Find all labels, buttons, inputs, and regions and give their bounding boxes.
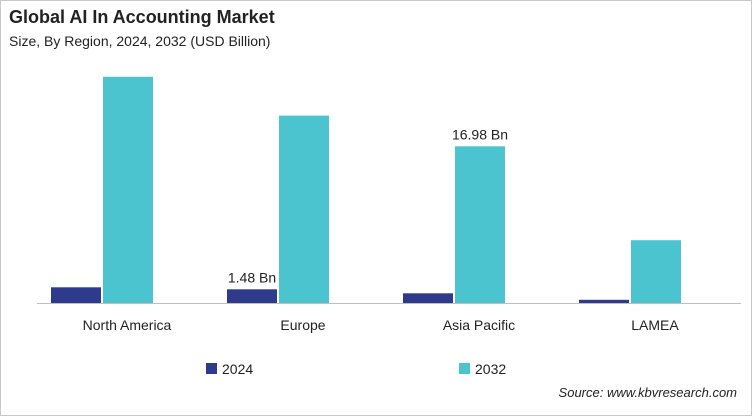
data-label-asia-pacific-2032: 16.98 Bn	[452, 126, 508, 142]
bar-asia-pacific-2024	[403, 293, 453, 303]
x-tick-label-europe: Europe	[280, 317, 325, 333]
data-label-europe-2024: 1.48 Bn	[228, 269, 276, 285]
bar-north-america-2032	[103, 76, 153, 303]
bars-layer	[51, 76, 681, 303]
x-tick-label-asia-pacific: Asia Pacific	[443, 317, 515, 333]
legend-swatch-2032	[459, 363, 470, 374]
source-note: Source: www.kbvresearch.com	[558, 385, 737, 400]
bar-europe-2032	[279, 115, 329, 303]
labels-layer: North America Europe Asia Pacific LAMEA 1.48…	[83, 126, 680, 333]
bar-lamea-2024	[579, 299, 629, 303]
x-tick-label-lamea: LAMEA	[631, 317, 679, 333]
legend-label-2024: 2024	[222, 361, 253, 377]
legend-label-2032: 2032	[475, 361, 506, 377]
legend-item-2024: 2024	[206, 361, 253, 377]
legend: 2024 2032	[206, 361, 506, 377]
bar-asia-pacific-2032	[455, 146, 505, 303]
bar-europe-2024	[227, 289, 277, 303]
x-tick-label-north-america: North America	[83, 317, 172, 333]
bar-north-america-2024	[51, 287, 101, 303]
chart-subtitle: Size, By Region, 2024, 2032 (USD Billion…	[9, 33, 271, 49]
bar-lamea-2032	[631, 240, 681, 303]
legend-item-2032: 2032	[459, 361, 506, 377]
chart-title: Global AI In Accounting Market	[9, 7, 275, 27]
legend-swatch-2024	[206, 363, 217, 374]
